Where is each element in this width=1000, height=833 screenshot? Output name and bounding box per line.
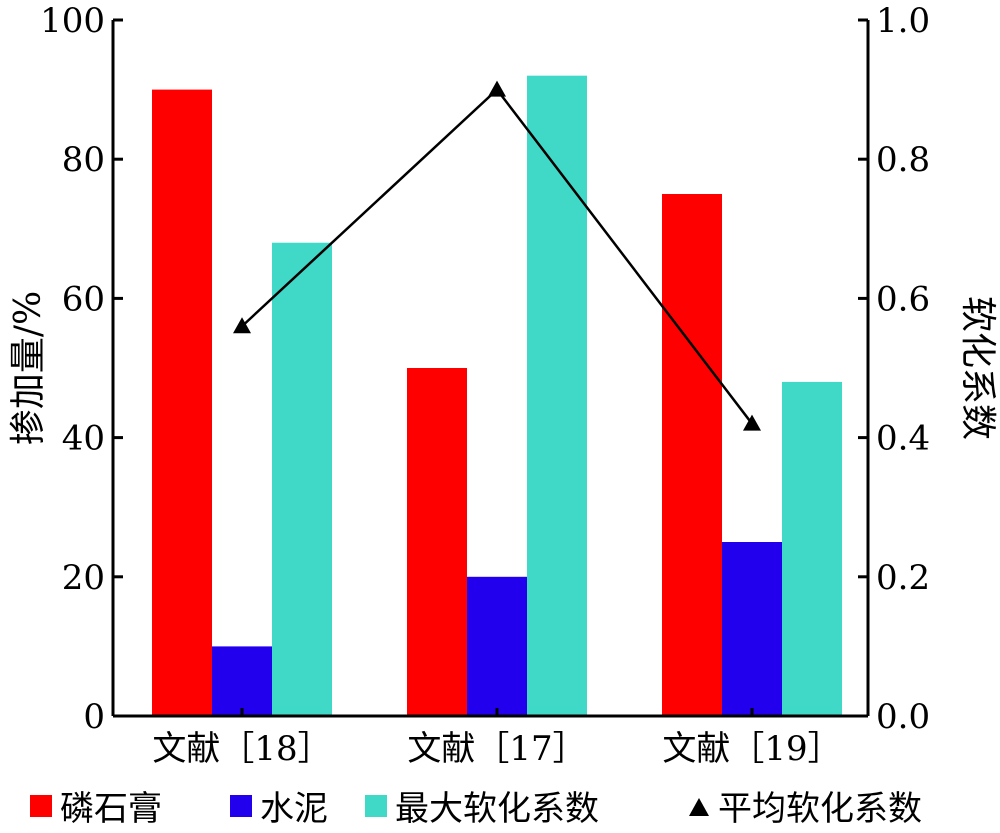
legend-swatch-1 (30, 795, 52, 817)
legend-swatch-3 (365, 795, 387, 817)
right-tick-label: 0.2 (876, 558, 930, 598)
left-tick-label: 0 (83, 697, 105, 737)
left-tick-label: 80 (62, 140, 105, 180)
right-tick-label: 0.6 (876, 279, 930, 319)
bar-1-3 (662, 194, 722, 716)
line-marker-1 (233, 317, 251, 334)
bar-3-2 (527, 75, 587, 717)
legend-swatch-2 (230, 795, 252, 817)
left-ticks-group: 0 20 40 60 80 100 (40, 1, 123, 737)
axes-group (111, 20, 870, 718)
bar-2-1 (212, 646, 272, 716)
right-ticks-group: 0.0 0.2 0.4 0.6 0.8 1.0 (858, 1, 930, 737)
line-series-group (233, 80, 761, 431)
bar-3-1 (272, 242, 332, 716)
left-tick-label: 40 (62, 419, 105, 459)
line-marker-3 (743, 414, 761, 431)
bar-2-2 (467, 576, 527, 716)
left-tick-label: 20 (62, 558, 105, 598)
category-label: 文献［17］ (407, 729, 586, 769)
y2-axis-title: 软化系数 (957, 296, 998, 440)
bar-1-2 (407, 368, 467, 716)
legend-label-4: 平均软化系数 (718, 789, 922, 829)
bar-2-3 (722, 542, 782, 716)
legend-swatch-4 (689, 798, 709, 816)
left-tick-label: 100 (40, 1, 105, 41)
bars-group (152, 75, 842, 717)
left-tick-label: 60 (62, 279, 105, 319)
category-label: 文献［19］ (662, 729, 841, 769)
bar-1-1 (152, 89, 212, 717)
legend-label-1: 磷石膏 (60, 789, 162, 829)
right-tick-label: 0.8 (876, 140, 930, 180)
right-tick-label: 0.0 (876, 697, 930, 737)
legend-label-3: 最大软化系数 (395, 789, 599, 829)
bar-3-3 (782, 381, 842, 716)
category-label: 文献［18］ (152, 729, 331, 769)
legend-label-2: 水泥 (260, 789, 328, 829)
y-axis-title: 掺加量/% (8, 291, 49, 445)
line-marker-2 (488, 80, 506, 97)
right-tick-label: 0.4 (876, 419, 930, 459)
legend: 磷石膏 水泥 最大软化系数 平均软化系数 (30, 789, 922, 829)
category-labels-group: 文献［18］ 文献［17］ 文献［19］ (152, 708, 842, 769)
right-tick-label: 1.0 (876, 1, 930, 41)
